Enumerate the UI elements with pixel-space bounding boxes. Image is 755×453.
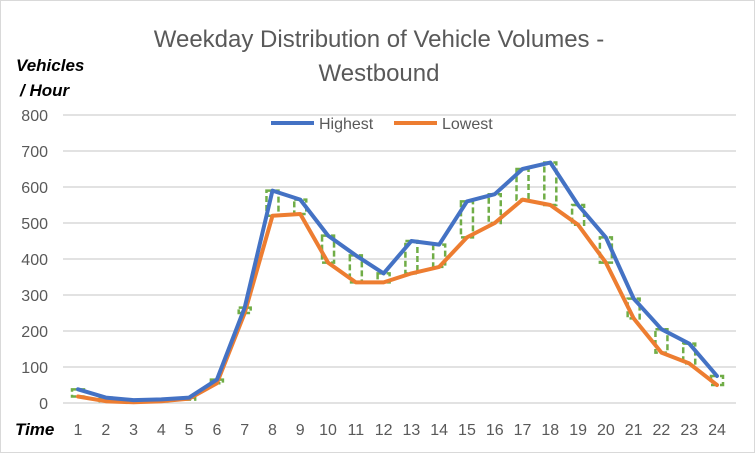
y-tick-label: 200 [21, 324, 48, 341]
y-tick-label: 300 [21, 288, 48, 305]
x-tick-label: 3 [129, 422, 138, 439]
y-tick-label: 0 [39, 396, 48, 413]
y-tick-label: 400 [21, 252, 48, 269]
x-tick-label: 19 [569, 422, 587, 439]
x-tick-label: 24 [708, 422, 726, 439]
x-tick-label: 7 [240, 422, 249, 439]
x-tick-label: 11 [348, 422, 365, 439]
x-tick-label: 22 [653, 422, 671, 439]
chart-title-line1: Weekday Distribution of Vehicle Volumes … [154, 26, 604, 53]
x-tick-label: 6 [212, 422, 221, 439]
y-tick-label: 500 [21, 216, 48, 233]
x-axis-label: Time [15, 420, 54, 439]
legend-label-lowest: Lowest [442, 116, 493, 133]
x-tick-label: 20 [597, 422, 615, 439]
x-tick-label: 23 [680, 422, 698, 439]
x-tick-label: 15 [458, 422, 476, 439]
x-tick-label: 9 [296, 422, 305, 439]
y-tick-label: 100 [21, 360, 48, 377]
x-tick-label: 2 [101, 422, 110, 439]
x-tick-label: 14 [430, 422, 448, 439]
y-tick-label: 600 [21, 180, 48, 197]
x-tick-label: 10 [319, 422, 337, 439]
y-tick-label: 800 [21, 108, 48, 125]
series-line-lowest [76, 197, 719, 405]
x-tick-label: 17 [514, 422, 532, 439]
y-tick-label: 700 [21, 144, 48, 161]
x-tick-label: 8 [268, 422, 277, 439]
x-tick-label: 12 [375, 422, 393, 439]
y-axis-label-line2: / Hour [19, 81, 70, 100]
y-axis-label-line1: Vehicles [16, 56, 84, 75]
chart-title-line2: Westbound [319, 60, 440, 87]
x-tick-label: 1 [74, 422, 83, 439]
x-tick-label: 4 [157, 422, 166, 439]
x-tick-label: 5 [185, 422, 194, 439]
x-tick-label: 18 [541, 422, 559, 439]
x-tick-label: 16 [486, 422, 504, 439]
x-tick-label: 13 [402, 422, 420, 439]
x-tick-label: 21 [625, 422, 643, 439]
series-line-highest [76, 160, 719, 403]
legend-label-highest: Highest [319, 116, 374, 133]
